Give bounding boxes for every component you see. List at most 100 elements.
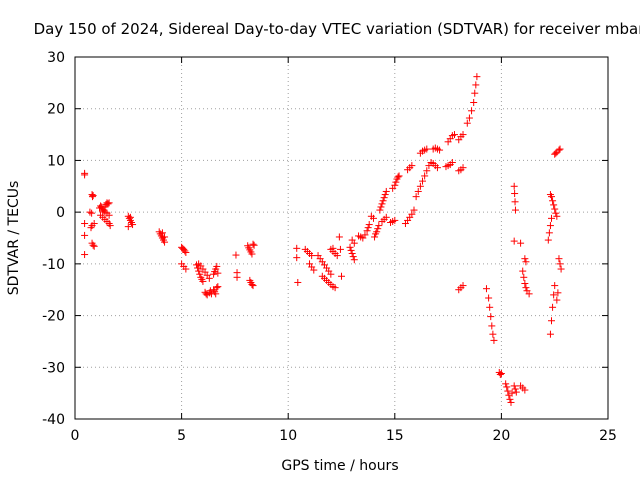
data-point [364,224,372,232]
data-point [89,241,97,249]
data-point [507,398,515,406]
data-point [327,270,335,278]
data-point [348,250,356,258]
data-point [89,192,97,200]
data-point [212,290,220,298]
data-point [214,269,222,277]
data-point [423,167,431,175]
data-point [394,173,402,181]
data-point [206,287,214,295]
data-point [555,146,563,154]
data-point [412,193,420,201]
x-axis-label: GPS time / hours [281,458,398,474]
data-point [510,182,518,190]
data-point [504,387,512,395]
data-point [489,330,497,338]
data-point [423,145,431,153]
data-point [546,330,554,338]
data-point [408,210,416,218]
data-point [373,228,381,236]
data-point [487,313,495,321]
data-point [213,284,221,292]
data-point [378,200,386,208]
axis-ticks [74,56,609,420]
data-point [294,278,302,286]
data-point [249,282,257,290]
data-point [90,220,98,228]
data-point [375,222,383,230]
data-point [511,198,519,206]
data-point [293,244,301,252]
data-point [81,231,89,239]
data-point [448,158,456,166]
data-point [548,317,556,325]
data-point [511,206,519,214]
data-point [379,197,387,205]
data-point [105,199,113,207]
data-point [349,253,357,261]
data-point [408,162,416,170]
data-point [361,231,369,239]
data-point [549,197,557,205]
data-point [182,248,190,256]
data-point [510,382,518,390]
data-point [391,181,399,189]
x-tick-label: 20 [492,428,510,444]
y-tick-label: -20 [42,309,65,325]
data-point [382,213,390,221]
data-point [376,206,384,214]
y-axis-label: SDTVAR / TECUs [6,181,22,296]
data-point [392,178,400,186]
data-point [310,266,318,274]
data-point [522,284,530,292]
data-point [380,194,388,202]
data-point [551,205,559,213]
data-point [471,89,479,97]
x-tick-label: 0 [71,428,80,444]
data-point [549,303,557,311]
x-tick-label: 15 [386,428,404,444]
data-point [124,223,132,231]
data-point [248,281,256,289]
data-point [553,296,561,304]
data-point [502,380,510,388]
y-tick-label: -40 [42,412,65,428]
data-point [249,240,257,248]
data-point [508,389,516,397]
data-point [81,251,89,259]
data-point [333,252,341,260]
data-point [90,242,98,250]
y-tick-label: 0 [56,205,65,221]
data-point [545,229,553,237]
x-tick-label: 5 [177,428,186,444]
data-point [503,383,511,391]
data-point [521,280,529,288]
data-point [410,206,418,214]
data-point [86,208,94,216]
x-tick-label: 25 [599,428,617,444]
data-point [329,244,337,252]
data-point [350,256,358,264]
data-point [496,371,504,379]
data-point [463,119,471,127]
data-point [557,265,565,273]
data-point [308,252,316,260]
data-point [482,285,490,293]
data-point [522,258,530,266]
data-point [450,131,458,139]
data-point [525,290,533,298]
data-point [395,172,403,180]
data-point [105,211,113,219]
data-point [550,201,558,209]
x-tick-label: 10 [279,428,297,444]
data-point [520,273,528,281]
data-point [468,107,476,115]
data-point [497,369,505,377]
data-point [293,254,301,262]
grid-lines [75,57,608,419]
data-point [81,171,89,179]
data-point [459,131,467,139]
data-point [158,229,166,237]
data-point [551,282,559,290]
